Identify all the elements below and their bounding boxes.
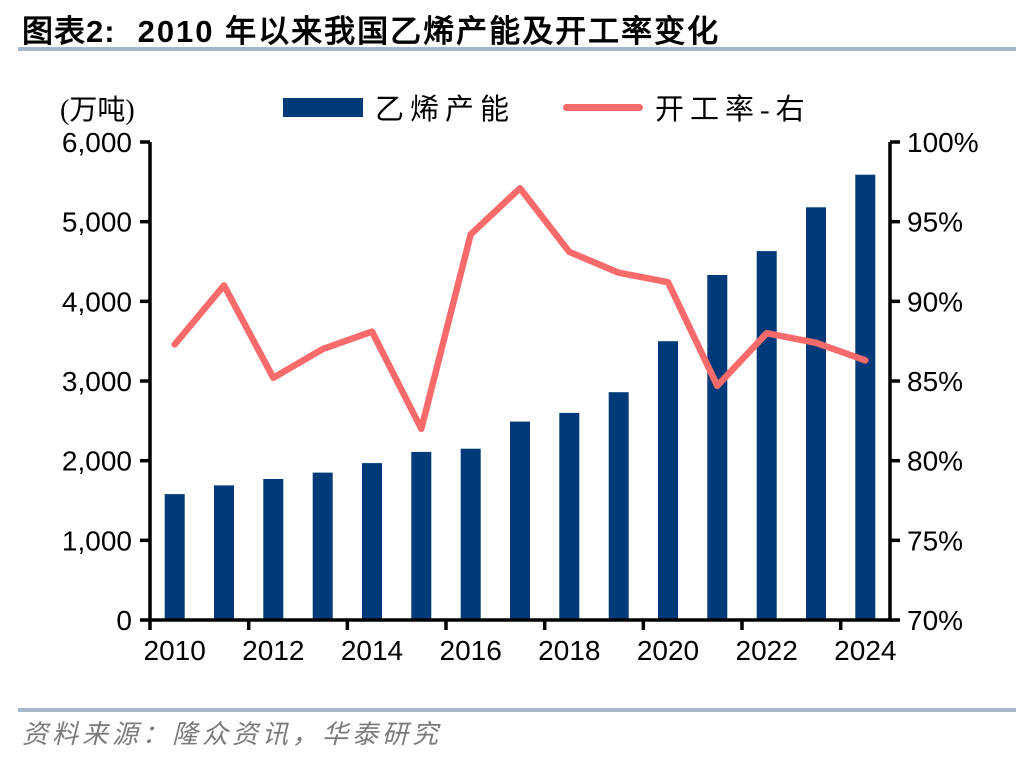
- left-axis-tick-label: 3,000: [62, 366, 132, 397]
- x-axis-tick-label: 2022: [736, 635, 798, 666]
- right-axis-tick-label: 95%: [907, 207, 963, 238]
- x-axis-tick-label: 2010: [144, 635, 206, 666]
- capacity-bars: [164, 174, 876, 621]
- source-note: 资料来源：隆众资讯，华泰研究: [22, 720, 443, 749]
- x-axis-tick-label: 2018: [538, 635, 600, 666]
- left-axis-tick-label: 4,000: [62, 286, 132, 317]
- left-axis-tick-label: 0: [116, 605, 132, 636]
- x-axis-tick-label: 2016: [440, 635, 502, 666]
- capacity-bar: [707, 275, 728, 620]
- legend-item-rate: 开工率-右: [563, 86, 811, 128]
- x-axis-tick-label: 2014: [341, 635, 403, 666]
- left-axis-unit-label: (万吨): [60, 95, 135, 126]
- figure-title: 2010 年以来我国乙烯产能及开工率变化: [137, 14, 721, 49]
- capacity-bar: [362, 463, 382, 620]
- axes: [140, 140, 900, 630]
- capacity-bar: [608, 392, 629, 620]
- capacity-bar: [164, 494, 185, 620]
- x-axis-tick-label: 2024: [834, 635, 896, 666]
- right-axis-tick-label: 75%: [907, 525, 963, 556]
- legend-label-capacity: 乙烯产能: [375, 94, 516, 126]
- left-axis-tick-label: 6,000: [62, 127, 132, 158]
- capacity-bar: [214, 485, 234, 620]
- right-axis-tick-label: 80%: [907, 446, 963, 477]
- legend-item-capacity: 乙烯产能: [283, 86, 515, 128]
- right-axis-tick-label: 100%: [907, 127, 979, 158]
- left-axis-tick-label: 1,000: [62, 525, 132, 556]
- x-axis-tick-label: 2012: [242, 635, 304, 666]
- capacity-bar: [263, 479, 284, 620]
- figure-header: 图表2: 2010 年以来我国乙烯产能及开工率变化: [22, 6, 720, 51]
- capacity-bar: [312, 472, 333, 620]
- x-axis-tick-label: 2020: [637, 635, 699, 666]
- capacity-bar: [658, 341, 678, 620]
- figure-label: 图表2:: [22, 14, 116, 49]
- left-axis-tick-label: 5,000: [62, 207, 132, 238]
- capacity-bar: [460, 448, 481, 620]
- capacity-bar: [855, 174, 876, 620]
- chart-legend: 乙烯产能 开工率-右: [283, 86, 811, 128]
- right-axis-tick-label: 90%: [907, 286, 963, 317]
- capacity-bar: [411, 451, 432, 620]
- legend-label-rate: 开工率-右: [655, 94, 811, 126]
- capacity-bar: [559, 412, 580, 620]
- capacity-bar: [806, 207, 826, 621]
- capacity-bar: [510, 421, 530, 620]
- axis-labels: 0 1,000 2,000 3,000 4,000 5,000 6,000 70% 75% 80%…: [62, 127, 979, 666]
- capacity-swatch-icon: [283, 97, 363, 117]
- capacity-bar: [756, 251, 777, 620]
- footer-divider: [18, 708, 1016, 712]
- right-axis-tick-label: 70%: [907, 605, 963, 636]
- rate-swatch-icon: [563, 103, 644, 111]
- rate-line: [171, 184, 869, 433]
- left-axis-tick-label: 2,000: [62, 446, 132, 477]
- title-divider: [18, 47, 1016, 51]
- right-axis-tick-label: 85%: [907, 366, 963, 397]
